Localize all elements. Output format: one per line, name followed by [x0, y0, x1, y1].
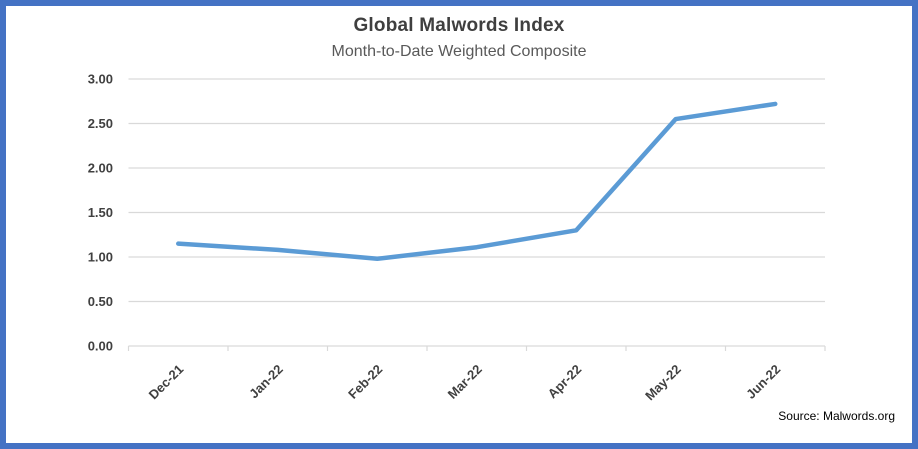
x-axis-label: Jan-22 [246, 362, 286, 402]
chart-title: Global Malwords Index [353, 15, 565, 36]
x-axis-label: Jun-22 [743, 362, 783, 402]
x-axis-label: May-22 [642, 362, 684, 404]
y-axis-label: 2.00 [88, 161, 113, 176]
y-axis-label: 3.00 [88, 72, 113, 87]
x-axis-label: Mar-22 [445, 362, 485, 402]
y-axis-label: 0.00 [88, 339, 113, 354]
chart-subtitle: Month-to-Date Weighted Composite [331, 43, 587, 60]
source-note: Source: Malwords.org [778, 409, 895, 423]
x-axis-label: Dec-21 [146, 362, 187, 403]
data-series-line [176, 101, 778, 262]
x-axis-label: Feb-22 [345, 362, 385, 402]
x-axis-label: Apr-22 [545, 362, 585, 402]
y-axis-label: 1.00 [88, 250, 113, 265]
y-axis-label: 2.50 [88, 116, 113, 131]
y-axis-label: 0.50 [88, 294, 113, 309]
y-axis-label: 1.50 [88, 205, 113, 220]
